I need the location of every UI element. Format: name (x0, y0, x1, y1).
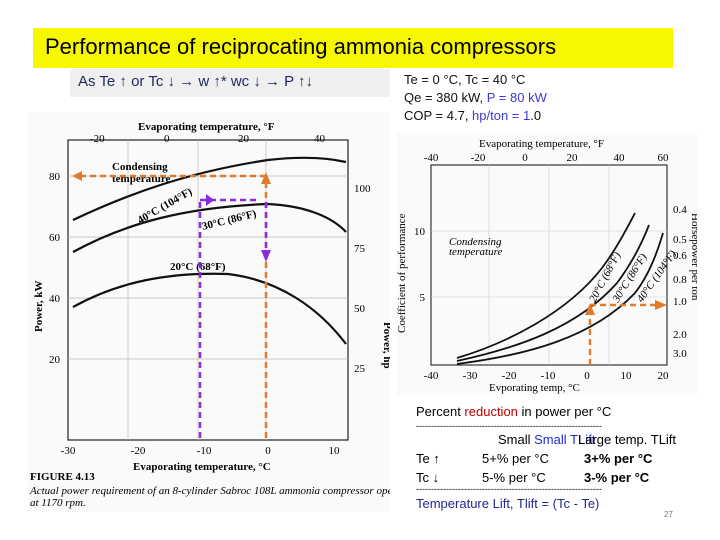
left-top-tick-2: 20 (238, 133, 250, 145)
right-right-tick-2: 0.6 (673, 250, 687, 262)
right-bottom-tick-2: -20 (502, 370, 517, 382)
left-top-tick-1: 0 (164, 133, 170, 145)
table-heading-reduction: reduction (464, 404, 518, 419)
left-y-tick-1: 60 (49, 232, 61, 244)
curve-20c (72, 272, 347, 345)
bottom-tick-2: -10 (197, 445, 212, 457)
bottom-axis-title: Evaporating temperature, °C (133, 461, 271, 473)
left-y-tick-3: 20 (49, 354, 61, 366)
info-line-1: Te = 0 °C, Tc = 40 °C (404, 72, 526, 87)
bottom-tick-4: 10 (329, 445, 341, 457)
right-legend-title-2: temperature (449, 246, 502, 258)
right-left-tick-0: 10 (414, 226, 426, 238)
left-top-axis-title: Evaporating temperature, °F (138, 121, 275, 133)
slide-title-bar: Performance of reciprocating ammonia com… (33, 28, 673, 68)
left-figure: Evaporating temperature, °F -20 0 20 40 … (28, 112, 390, 512)
right-bottom-axis-title: Evporating temp, °C (489, 382, 580, 394)
right-right-tick-3: 0.8 (673, 274, 687, 286)
info-line-2-highlight: P = 80 kW (486, 90, 547, 105)
curve-30c (72, 202, 347, 253)
right-bottom-tick-5: 10 (621, 370, 633, 382)
right-curve-40c (456, 232, 664, 365)
bottom-tick-3: 0 (265, 445, 271, 457)
right-legend-title-1: Condensing (449, 236, 502, 248)
row-tc-small: 5-% per °C (482, 470, 546, 485)
right-curve-30c (456, 224, 650, 362)
right-top-tick-0: -40 (424, 152, 439, 164)
right-right-tick-0: 0.4 (673, 204, 687, 216)
right-figure-bg (397, 133, 697, 395)
right-left-axis-title: Coefficient of performance (397, 213, 408, 333)
right-bottom-tick-0: -40 (424, 370, 439, 382)
right-right-axis-title: Horsepower per ton (689, 213, 697, 301)
right-bottom-tick-4: 0 (584, 370, 590, 382)
right-top-tick-1: -20 (471, 152, 486, 164)
table-separator-bottom: ----------------------------------------… (416, 484, 602, 494)
figure-caption-line-1: Actual power requirement of an 8-cylinde… (29, 485, 390, 497)
right-bottom-tick-3: -10 (541, 370, 556, 382)
figure-caption-label: FIGURE 4.13 (30, 471, 95, 483)
right-curve-20c (456, 212, 636, 359)
legend-title-1: Condensing (112, 161, 168, 173)
col-small-tlift-label: Small TLift (534, 432, 596, 447)
info-line-3-suffix: .0 (530, 108, 542, 123)
left-y-axis-title: Power, kW (33, 280, 45, 332)
right-figure: Evaporating temperature, °F -40 -20 0 20… (397, 133, 697, 395)
left-figure-bg (28, 112, 390, 512)
col-large-tlift: Large temp. TLift (578, 432, 677, 447)
left-top-tick-0: -20 (90, 133, 105, 145)
table-heading-a: Percent (416, 404, 465, 419)
curve-label-20c: 20°C (68°F) (170, 261, 226, 273)
right-top-axis-title: Evaporating temperature, °F (479, 138, 604, 150)
row-tc-large: 3-% per °C (584, 470, 650, 485)
info-line-3-prefix: COP = 4.7, (404, 108, 473, 123)
bottom-tick-1: -20 (131, 445, 146, 457)
info-line-2-prefix: Qe = 380 kW, (404, 90, 487, 105)
page-number: 27 (664, 510, 673, 519)
left-plot-frame (67, 139, 349, 441)
table-separator-top: ----------------------------------------… (416, 421, 602, 431)
right-top-tick-2: 0 (522, 152, 528, 164)
row-tc-label: Tc ↓ (416, 470, 440, 485)
right-top-tick-4: 40 (614, 152, 626, 164)
right-bottom-tick-6: 20 (658, 370, 670, 382)
col-small-tlift: Small Small TLift (498, 432, 596, 447)
left-y-tick-2: 40 (49, 293, 61, 305)
right-right-tick-4: 1.0 (673, 296, 687, 308)
left-top-tick-3: 40 (314, 133, 326, 145)
row-te-label: Te ↑ (416, 451, 440, 466)
right-top-tick-3: 20 (567, 152, 579, 164)
slide-title: Performance of reciprocating ammonia com… (45, 34, 557, 59)
right-right-tick-6: 3.0 (673, 348, 687, 360)
right-left-tick-1: 5 (420, 292, 426, 304)
right-y-tick-0: 100 (354, 183, 371, 195)
subtitle-bar: As Te ↑ or Tc ↓ → w ↑* wc ↓ → P ↑↓ (70, 69, 390, 97)
curve-40c (72, 156, 347, 221)
right-right-tick-1: 0.5 (673, 234, 687, 246)
figure-caption-line-2: at 1170 rpm. (30, 497, 86, 509)
right-orange-annotation (585, 300, 667, 365)
row-te-large: 3+% per °C (584, 451, 653, 466)
info-line-3: COP = 4.7, hp/ton = 1.0 (404, 108, 541, 123)
info-line-3-highlight: hp/ton = 1 (472, 108, 531, 123)
right-y-tick-3: 25 (354, 363, 366, 375)
right-y-tick-2: 50 (354, 303, 366, 315)
row-te-small: 5+% per °C (482, 451, 549, 466)
subtitle: As Te ↑ or Tc ↓ → w ↑* wc ↓ → P ↑↓ (78, 73, 314, 90)
right-y-axis-title: Power, hp (381, 322, 390, 369)
info-line-2: Qe = 380 kW, P = 80 kW (404, 90, 547, 105)
right-top-tick-5: 60 (658, 152, 670, 164)
left-y-tick-0: 80 (49, 171, 61, 183)
purple-annotation (198, 194, 271, 438)
bottom-tick-0: -30 (61, 445, 76, 457)
right-bottom-tick-1: -30 (463, 370, 478, 382)
table-heading-c: in power per °C (517, 404, 612, 419)
right-y-tick-1: 75 (354, 243, 366, 255)
right-right-tick-5: 2.0 (673, 329, 687, 341)
table-footer: Temperature Lift, Tlift = (Tc - Te) (416, 496, 600, 511)
table-heading: Percent reduction in power per °C (416, 404, 611, 419)
